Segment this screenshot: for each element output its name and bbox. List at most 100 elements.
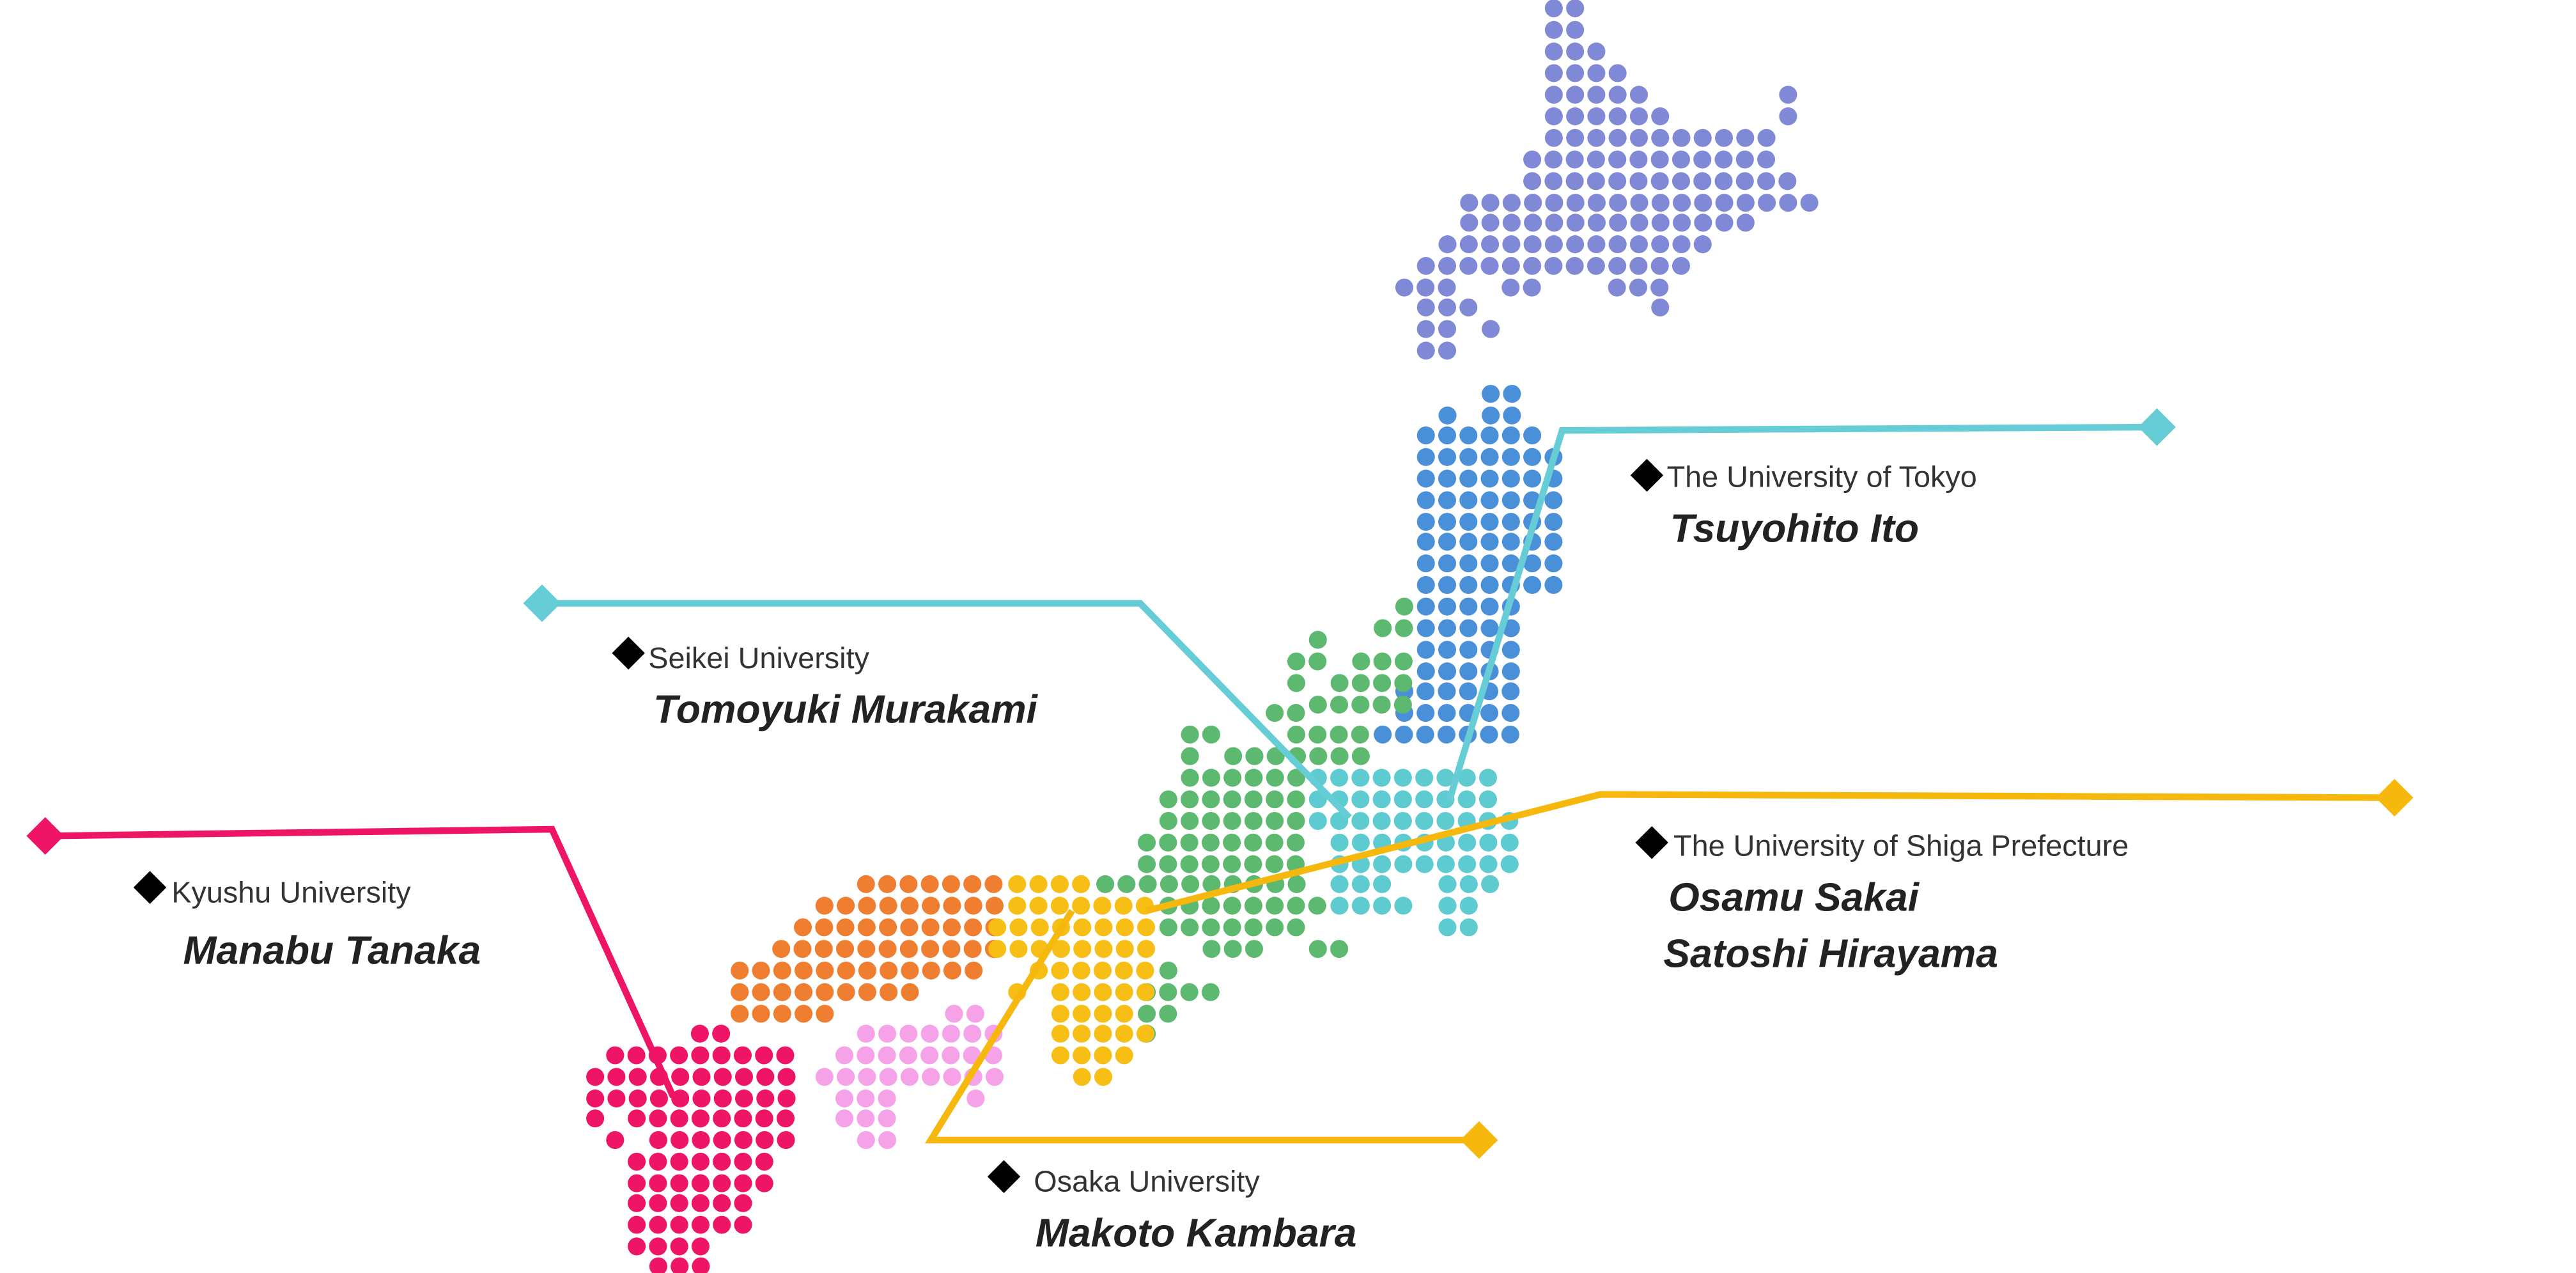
- map-dot: [1544, 513, 1563, 531]
- map-dot: [815, 896, 834, 915]
- map-dot: [1072, 961, 1090, 980]
- map-dot: [1544, 491, 1563, 510]
- map-dot: [1072, 875, 1090, 893]
- map-dot: [606, 1131, 625, 1150]
- map-dot: [1438, 662, 1457, 681]
- map-dot: [1501, 256, 1520, 275]
- leader-lines: [45, 423, 2395, 1144]
- map-dot: [649, 1237, 667, 1256]
- map-dot: [921, 940, 940, 958]
- map-dot: [1415, 811, 1434, 831]
- map-dot: [1201, 833, 1220, 852]
- map-dot: [1415, 790, 1434, 809]
- map-dot: [1330, 725, 1348, 744]
- map-dot: [1480, 597, 1499, 616]
- map-dot: [793, 940, 812, 958]
- map-dot: [899, 1024, 918, 1043]
- map-dot: [1181, 769, 1199, 787]
- map-dot: [1459, 491, 1478, 510]
- map-dot: [964, 896, 982, 915]
- map-dot: [734, 1215, 752, 1234]
- map-dot: [1587, 64, 1606, 82]
- map-dot: [1481, 235, 1500, 254]
- map-dot: [1050, 896, 1069, 915]
- map-dot: [713, 1068, 732, 1086]
- map-dot: [1587, 42, 1606, 61]
- map-dot: [1395, 597, 1413, 616]
- map-dot: [1266, 790, 1284, 809]
- map-dot: [1500, 855, 1519, 873]
- map-dot: [1438, 597, 1457, 616]
- map-dot: [1544, 0, 1563, 18]
- map-dot: [1330, 769, 1349, 787]
- map-dot: [670, 1194, 688, 1212]
- map-dot: [1481, 194, 1500, 212]
- map-dot: [1159, 983, 1177, 1001]
- map-dot: [1308, 896, 1326, 915]
- map-dot: [1629, 150, 1648, 169]
- map-dot: [1051, 1024, 1069, 1043]
- map-dot: [1650, 172, 1669, 191]
- map-dot: [670, 1215, 688, 1234]
- map-dot: [1459, 619, 1478, 637]
- member-name: Satoshi Hirayama: [1663, 932, 1998, 976]
- map-dot: [1694, 214, 1712, 232]
- map-dot: [1395, 619, 1413, 637]
- map-dot: [1330, 811, 1349, 831]
- leader-line: [1446, 423, 2157, 802]
- map-dot: [879, 896, 897, 915]
- map-dot: [1566, 20, 1585, 39]
- map-dot: [1416, 533, 1435, 551]
- map-dot: [1715, 194, 1734, 212]
- map-dot: [985, 1068, 1004, 1086]
- map-dot: [1629, 235, 1648, 254]
- member-name: Tsuyohito Ito: [1670, 506, 1919, 551]
- map-dot: [1159, 790, 1177, 809]
- map-dot: [1459, 513, 1478, 531]
- map-dot: [1181, 918, 1199, 937]
- map-dot: [1094, 1024, 1112, 1043]
- map-dot: [733, 1046, 752, 1065]
- map-dot: [649, 1257, 667, 1273]
- map-dot: [1480, 619, 1499, 637]
- map-dot: [1181, 875, 1200, 893]
- map-dot: [1180, 855, 1199, 873]
- map-dot: [607, 1068, 626, 1086]
- map-dot: [1779, 194, 1797, 212]
- map-dot: [1566, 0, 1585, 18]
- map-dot: [1309, 747, 1328, 765]
- map-dot: [879, 1068, 897, 1086]
- map-dot: [878, 1024, 897, 1043]
- map-dot: [1416, 278, 1435, 297]
- map-dot: [1287, 875, 1306, 893]
- map-dot: [1566, 64, 1585, 82]
- marker: [2138, 408, 2176, 446]
- map-dot: [1565, 150, 1584, 169]
- map-dot: [1393, 811, 1412, 831]
- map-dot: [1308, 790, 1327, 809]
- map-dot: [586, 1068, 605, 1086]
- map-dot: [1308, 696, 1327, 714]
- map-dot: [1223, 833, 1241, 852]
- map-dot: [942, 1046, 960, 1065]
- map-dot: [1438, 554, 1457, 573]
- map-dot: [900, 918, 919, 937]
- map-dot: [1415, 769, 1434, 787]
- map-dot: [1438, 682, 1456, 701]
- map-dot: [628, 1152, 646, 1171]
- map-dot: [878, 1089, 896, 1108]
- map-dot: [1524, 194, 1542, 212]
- map-dot: [1459, 426, 1478, 445]
- map-dot: [1523, 150, 1542, 169]
- map-dot: [1393, 790, 1412, 809]
- map-dot: [1115, 1046, 1133, 1065]
- map-dot: [1373, 674, 1392, 692]
- map-dot: [691, 1152, 710, 1171]
- map-dot: [1351, 696, 1370, 714]
- map-dot: [1287, 725, 1306, 744]
- map-dot: [1629, 129, 1648, 147]
- map-dot: [691, 1194, 710, 1212]
- map-dot: [816, 961, 834, 980]
- map-dot: [1500, 833, 1519, 852]
- map-dot: [1438, 298, 1457, 316]
